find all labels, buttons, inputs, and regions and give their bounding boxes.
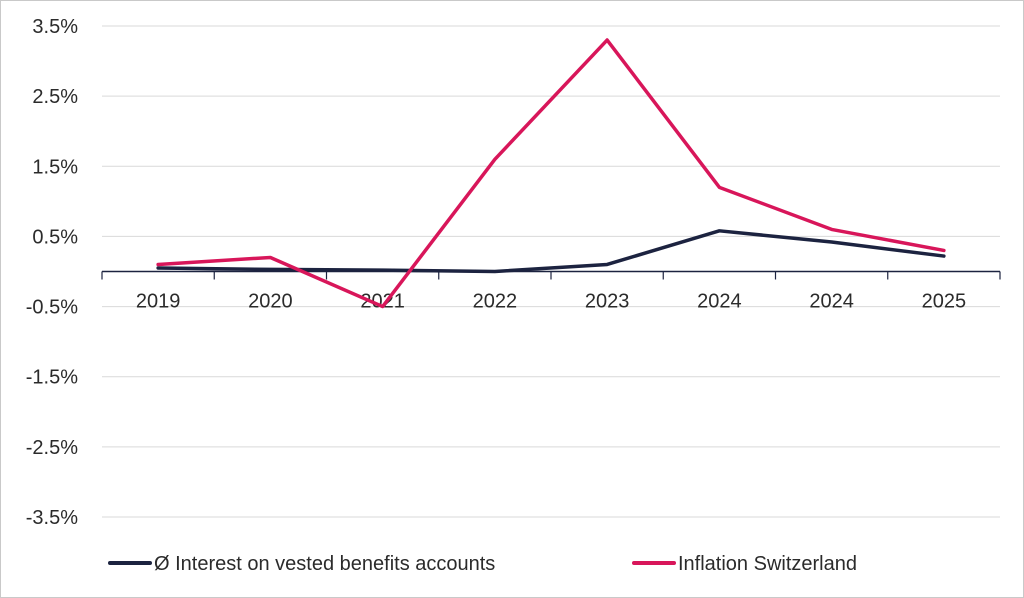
- x-axis: [101, 270, 1001, 280]
- x-tick-label: 2022: [473, 291, 518, 313]
- legend: Ø Interest on vested benefits accounts In…: [108, 553, 857, 575]
- y-axis-tick-labels: 3.5% 2.5% 1.5% 0.5% -0.5% -1.5% -2.5% -3.5%: [26, 16, 78, 529]
- gridlines: [102, 25, 1000, 518]
- x-tick-label: 2021: [360, 291, 405, 313]
- y-tick-label: -3.5%: [26, 507, 78, 529]
- x-axis-tick-labels: 2019 2020 2021 2022 2023 2024 2024 2025: [136, 291, 966, 313]
- y-tick-label: -0.5%: [26, 297, 78, 319]
- x-tick-label: 2025: [922, 291, 967, 313]
- y-tick-label: -1.5%: [26, 367, 78, 389]
- x-tick-label: 2024: [697, 291, 742, 313]
- x-tick-label: 2020: [248, 291, 293, 313]
- y-tick-label: 0.5%: [32, 226, 78, 248]
- y-tick-label: 3.5%: [32, 16, 78, 38]
- legend-label: Ø Interest on vested benefits accounts: [154, 553, 495, 575]
- series-line-1: [156, 38, 946, 309]
- y-tick-label: -2.5%: [26, 437, 78, 459]
- y-tick-label: 2.5%: [32, 86, 78, 108]
- y-tick-label: 1.5%: [32, 156, 78, 178]
- legend-label: Inflation Switzerland: [678, 553, 857, 575]
- x-tick-label: 2023: [585, 291, 630, 313]
- series-line-0: [156, 229, 946, 274]
- series-lines: [156, 38, 946, 309]
- x-tick-label: 2024: [809, 291, 854, 313]
- x-tick-label: 2019: [136, 291, 181, 313]
